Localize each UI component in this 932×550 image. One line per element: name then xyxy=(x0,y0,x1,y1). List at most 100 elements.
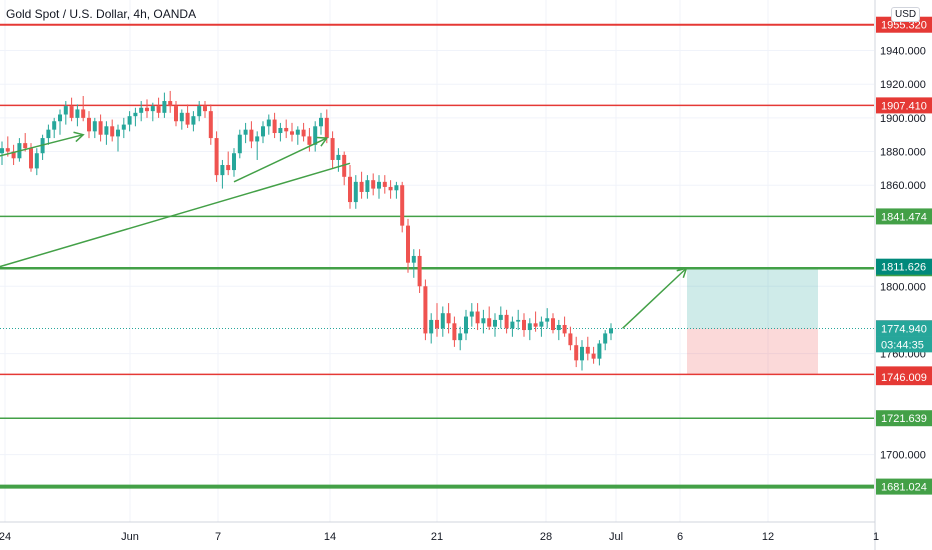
candle-body xyxy=(458,333,463,341)
candle-body xyxy=(359,181,364,192)
candle-body xyxy=(574,345,579,361)
candle-body xyxy=(562,324,567,334)
candle-body xyxy=(400,185,405,226)
candle-body xyxy=(539,321,544,327)
candle-body xyxy=(348,176,352,203)
candle-body xyxy=(232,153,236,171)
y-tick-label: 1700.000 xyxy=(880,450,926,462)
candle-body xyxy=(493,319,497,327)
candle-body xyxy=(429,319,434,334)
candle-body xyxy=(145,107,149,112)
candle-body xyxy=(301,129,306,137)
candle-body xyxy=(29,148,33,169)
candle-body xyxy=(527,323,532,331)
arrow-head xyxy=(73,131,85,143)
candle-body xyxy=(516,319,521,322)
level-price-tag-bg xyxy=(876,478,932,495)
candle-body xyxy=(11,151,16,159)
x-tick-label: 14 xyxy=(324,531,336,543)
currency-badge[interactable]: USD xyxy=(891,7,921,22)
candle-body xyxy=(371,180,376,189)
candle-body xyxy=(214,138,219,176)
candle-body xyxy=(609,328,613,334)
candle-body xyxy=(278,127,283,134)
x-tick-label: 28 xyxy=(540,531,552,543)
candle-body xyxy=(365,180,370,192)
candle-body xyxy=(63,106,68,115)
x-tick-label: Jul xyxy=(609,531,623,543)
candle-body xyxy=(423,286,428,334)
price-label-bg xyxy=(876,336,932,353)
y-tick-label: 1920.000 xyxy=(880,79,926,91)
candle-body xyxy=(110,126,115,137)
x-tick-label: 12 xyxy=(762,531,774,543)
candle-body xyxy=(133,112,138,117)
y-tick-label: 1940.000 xyxy=(880,46,926,58)
target-zone[interactable] xyxy=(687,268,818,329)
candle-body xyxy=(324,117,329,139)
candle-body xyxy=(87,117,91,132)
candle-body xyxy=(98,121,103,135)
level-price-tag: 1721.639 xyxy=(881,413,927,425)
price-label: 1774.940 xyxy=(881,323,927,335)
level-price-tag-bg xyxy=(876,208,932,225)
candle-body xyxy=(174,106,178,122)
chart-title: Gold Spot / U.S. Dollar, 4h, OANDA xyxy=(6,7,197,21)
candle-body xyxy=(104,126,109,135)
candle-body xyxy=(75,109,80,118)
level-price-tag: 1955.320 xyxy=(881,20,927,32)
candle-body xyxy=(353,181,358,203)
price-label: 1746.009 xyxy=(881,372,927,384)
candle-body xyxy=(510,321,515,329)
candle-body xyxy=(388,186,393,191)
candle-body xyxy=(406,225,410,263)
candle-body xyxy=(481,318,486,324)
candle-body xyxy=(585,346,590,354)
annotation-arrow[interactable] xyxy=(622,267,687,329)
candle-body xyxy=(5,148,10,152)
x-tick-label: 6 xyxy=(677,531,683,543)
candle-body xyxy=(446,313,451,324)
candle-body xyxy=(191,116,196,125)
candle-body xyxy=(226,165,231,171)
annotation-arrow[interactable] xyxy=(233,137,328,183)
candle-body xyxy=(475,311,480,324)
x-tick-label: 7 xyxy=(215,531,221,543)
candle-body xyxy=(237,134,242,154)
annotation-trendline[interactable] xyxy=(0,162,351,269)
candle-body xyxy=(127,116,132,125)
y-tick-label: 1880.000 xyxy=(880,147,926,159)
candle-body xyxy=(34,153,39,169)
candle-body xyxy=(522,319,526,331)
candle-body xyxy=(197,106,202,117)
candle-body xyxy=(545,318,550,322)
price-label-bg xyxy=(876,258,932,275)
price-label: 1811.626 xyxy=(881,262,926,274)
candle-body xyxy=(504,314,509,329)
candle-body xyxy=(272,119,277,134)
level-price-tag: 1841.474 xyxy=(881,211,927,223)
candle-body xyxy=(319,117,323,127)
candle-body xyxy=(330,138,335,160)
candle-body xyxy=(568,333,573,346)
candle-body xyxy=(382,181,387,187)
level-price-tag-bg xyxy=(876,97,932,114)
candle-body xyxy=(556,324,561,331)
candle-body xyxy=(435,319,439,329)
x-tick-label: 21 xyxy=(431,531,443,543)
x-tick-label: 24 xyxy=(0,531,11,543)
candle-body xyxy=(139,107,144,113)
candle-body xyxy=(255,136,260,142)
stop-zone[interactable] xyxy=(687,328,818,375)
candle-body xyxy=(307,136,312,145)
candle-body xyxy=(46,129,51,139)
candle-body xyxy=(69,106,74,118)
candle-body xyxy=(533,323,538,327)
annotation-arrow[interactable] xyxy=(0,133,84,159)
candle-body xyxy=(580,346,584,361)
candle-body xyxy=(452,323,457,341)
arrow-head xyxy=(676,267,688,279)
candle-body xyxy=(342,154,347,177)
